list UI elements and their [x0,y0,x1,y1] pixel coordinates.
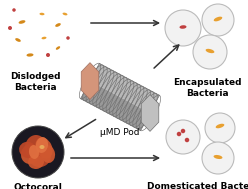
Circle shape [205,113,235,143]
Ellipse shape [66,36,70,40]
Ellipse shape [185,138,189,142]
Circle shape [202,4,234,36]
Circle shape [202,142,234,174]
Ellipse shape [46,53,50,57]
Ellipse shape [28,155,44,169]
Polygon shape [90,63,159,113]
Ellipse shape [41,37,46,39]
Ellipse shape [216,124,224,128]
Ellipse shape [29,145,39,159]
Circle shape [12,126,64,178]
Ellipse shape [62,13,67,15]
Ellipse shape [56,46,60,50]
Ellipse shape [36,137,48,153]
Ellipse shape [39,13,44,15]
Ellipse shape [177,132,181,136]
Ellipse shape [8,26,12,30]
Ellipse shape [12,8,16,12]
Ellipse shape [15,38,21,42]
Ellipse shape [180,25,186,29]
Ellipse shape [55,23,61,27]
Text: μMD Pod: μMD Pod [100,128,140,137]
Text: Domesticated Bacteria: Domesticated Bacteria [147,182,248,189]
Ellipse shape [206,49,214,53]
Ellipse shape [19,20,25,24]
Polygon shape [141,94,159,131]
Circle shape [165,10,201,46]
Ellipse shape [25,135,47,161]
Polygon shape [81,63,99,99]
Text: Encapsulated
Bacteria: Encapsulated Bacteria [173,78,241,98]
Ellipse shape [19,142,37,158]
Ellipse shape [181,129,185,133]
Text: Octocoral: Octocoral [14,183,62,189]
Ellipse shape [27,53,33,57]
Ellipse shape [41,145,55,163]
Ellipse shape [214,155,222,159]
Circle shape [193,35,227,69]
Text: Dislodged
Bacteria: Dislodged Bacteria [10,72,60,92]
Circle shape [166,120,200,154]
Polygon shape [81,81,150,131]
Ellipse shape [21,144,39,164]
Ellipse shape [35,137,53,159]
Ellipse shape [214,17,222,21]
Ellipse shape [29,147,51,167]
Ellipse shape [39,145,44,149]
